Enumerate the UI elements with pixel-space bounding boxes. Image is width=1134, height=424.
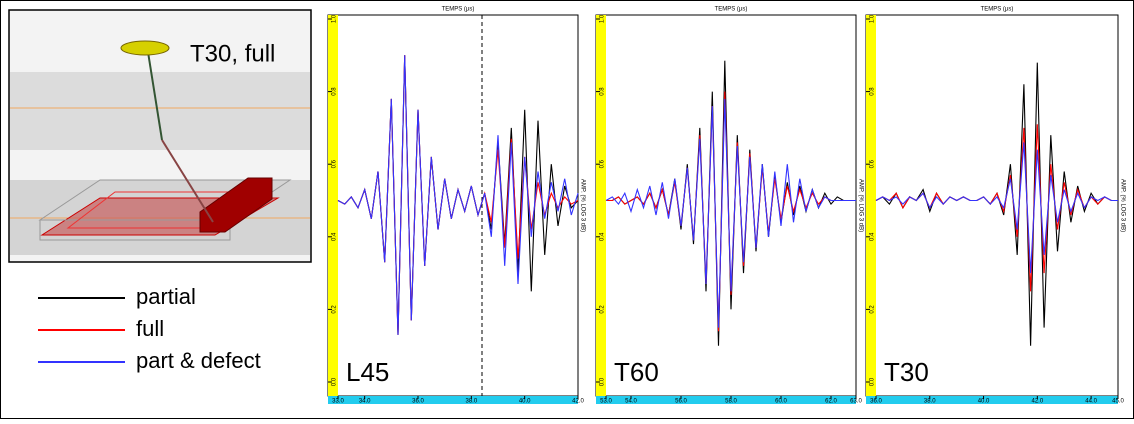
beam [147,51,163,141]
x-tick-label: 34.0 [359,399,371,405]
y-tick-label: 0.8 [600,87,606,96]
plot-area [327,14,579,397]
x-tick-label: 33.0 [332,399,344,405]
panel-label: L45 [346,357,389,387]
beam [161,139,214,223]
legend: partial full part & defect [38,284,261,373]
x-tick-label: 36.0 [412,399,424,405]
y-tick-label: 0.0 [332,377,338,386]
inset-label: T30, full [190,40,275,67]
chart-panel: TEMPS (µs) AMP. (% LOG 3 dB) 53.0 54.0 56.0 5… [595,7,863,405]
x-tick-label: 36.0 [870,399,882,405]
y-tick-label: 0.4 [870,232,876,241]
x-tick-label: 45.0 [1112,399,1124,405]
x-tick-label: 53.0 [600,399,612,405]
y-tick-label: 0.0 [600,377,606,386]
x-tick-label: 63.0 [850,399,862,405]
y-tick-label: 1.0 [600,14,606,23]
series-line [875,142,1118,274]
y-tick-label: 0.0 [870,377,876,386]
legend-label: full [136,316,164,341]
x-tick-label: 44.0 [1085,399,1097,405]
y-tick-label: 0.6 [600,159,606,168]
x-axis-strip [328,396,578,404]
x-tick-label: 40.0 [978,399,990,405]
x-tick-label: 60.0 [775,399,787,405]
y-tick-label: 0.2 [600,305,606,314]
plot-area [595,14,857,397]
x-tick-label: 56.0 [675,399,687,405]
plot-area [865,14,1119,397]
y-tick-label: 0.4 [600,232,606,241]
y-tick-label: 0.2 [870,305,876,314]
x-tick-label: 40.0 [519,399,531,405]
series-line [337,55,579,335]
box-outline [39,219,231,241]
x-axis-title: TEMPS (µs) [442,7,475,13]
panel-label: T30 [884,357,929,387]
legend-label: part & defect [136,348,261,373]
y-axis-strip [596,15,606,396]
y-tick-label: 0.2 [332,305,338,314]
x-tick-label: 42.0 [572,399,584,405]
x-tick-label: 58.0 [725,399,737,405]
defect [199,177,273,233]
y-axis-strip [866,15,876,396]
y-tick-label: 0.6 [870,159,876,168]
x-axis-title: TEMPS (µs) [715,7,748,13]
legend-label: partial [136,284,196,309]
y-axis-title: AMP. (% LOG 3 dB) [579,179,585,232]
series-line [605,98,856,328]
y-tick-label: 1.0 [332,14,338,23]
x-tick-label: 62.0 [825,399,837,405]
x-axis-strip [866,396,1118,404]
chart-panel: TEMPS (µs) AMP. (% LOG 3 dB) 33.0 34.0 36.0 3… [327,7,585,405]
inset: T30, full [8,9,312,263]
x-tick-label: 38.0 [924,399,936,405]
probe [120,40,170,56]
x-tick-label: 38.0 [465,399,477,405]
chart-panel: TEMPS (µs) AMP. (% LOG 3 dB) 36.0 38.0 40.0 4… [865,7,1125,405]
y-tick-label: 0.6 [332,159,338,168]
panel-label: T60 [614,357,659,387]
y-axis-strip [328,15,338,396]
y-axis-title: AMP. (% LOG 3 dB) [1119,179,1125,232]
plate-top [10,72,310,150]
x-tick-label: 54.0 [625,399,637,405]
y-tick-label: 1.0 [870,14,876,23]
y-axis-title: AMP. (% LOG 3 dB) [857,179,863,232]
x-tick-label: 42.0 [1031,399,1043,405]
x-axis-title: TEMPS (µs) [981,7,1014,13]
y-tick-label: 0.8 [870,87,876,96]
y-tick-label: 0.8 [332,87,338,96]
y-tick-label: 0.4 [332,232,338,241]
x-axis-strip [596,396,856,404]
